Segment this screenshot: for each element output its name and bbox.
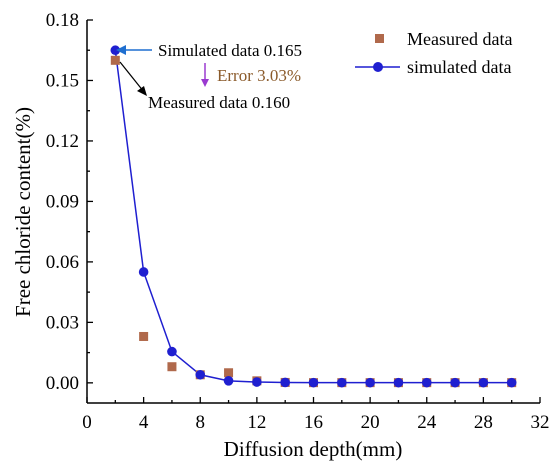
legend: Measured data simulated data [355,29,512,77]
simulated-data-point [478,377,489,388]
error-arrowhead [201,79,209,87]
measured-data-point [224,368,234,378]
x-tick-label: 0 [82,412,92,433]
measured-data-point [110,55,120,65]
simulated-data-point [110,45,121,56]
y-tick-label: 0.15 [46,70,79,91]
x-tick-label: 8 [196,412,206,433]
x-tick-label: 20 [361,412,380,433]
y-axis-ticks: 0.00 0.03 0.06 0.09 0.12 0.15 0.18 [46,10,93,394]
x-tick-label: 32 [531,412,550,433]
x-tick-label: 28 [474,412,493,433]
y-tick-label: 0.09 [46,191,79,212]
legend-label-measured: Measured data [407,29,512,49]
error-annotation-label: Error 3.03% [217,66,301,85]
y-tick-label: 0.12 [46,131,79,152]
measured-data-point [139,331,149,341]
simulated-data-point [223,376,234,386]
y-tick-label: 0.18 [46,10,79,31]
simulated-data-point [421,377,432,388]
x-axis-title: Diffusion depth(mm) [224,437,403,461]
simulated-data-point [195,369,206,380]
simulated-data-point [252,377,262,387]
plot-frame [86,20,540,404]
measured-annotation-arrowhead [137,86,147,96]
simulated-data-point [393,377,404,388]
legend-marker-simulated [373,62,383,72]
legend-marker-measured [375,34,384,43]
legend-label-simulated: simulated data [407,57,511,77]
simulated-data-point [280,377,290,388]
measured-annotation-label: Measured data 0.160 [148,93,290,112]
simulated-data-point [365,377,375,388]
simulated-data-point [337,377,347,388]
simulated-data-point [308,377,319,388]
x-tick-label: 16 [304,412,323,433]
simulated-annotation-label: Simulated data 0.165 [158,41,302,60]
x-tick-label: 12 [247,412,266,433]
simulated-data-point [167,346,177,357]
y-tick-label: 0.03 [46,312,79,333]
y-axis-title: Free chloride content(%) [11,107,35,317]
annotations: Simulated data 0.165 Error 3.03% Measure… [116,41,302,112]
simulated-data-point [450,377,460,388]
y-tick-label: 0.00 [46,373,79,394]
simulated-data-point [506,377,517,388]
simulated-data-point [138,267,149,277]
y-tick-label: 0.06 [46,252,79,273]
x-tick-label: 4 [139,412,149,433]
measured-annotation-arrow [119,61,145,93]
x-axis-ticks: 0 4 8 12 16 20 24 28 32 [82,397,550,433]
measured-data-point [167,362,177,372]
simulated-annotation-arrowhead [116,45,126,55]
series-layer [110,45,517,388]
x-tick-label: 24 [417,412,437,433]
